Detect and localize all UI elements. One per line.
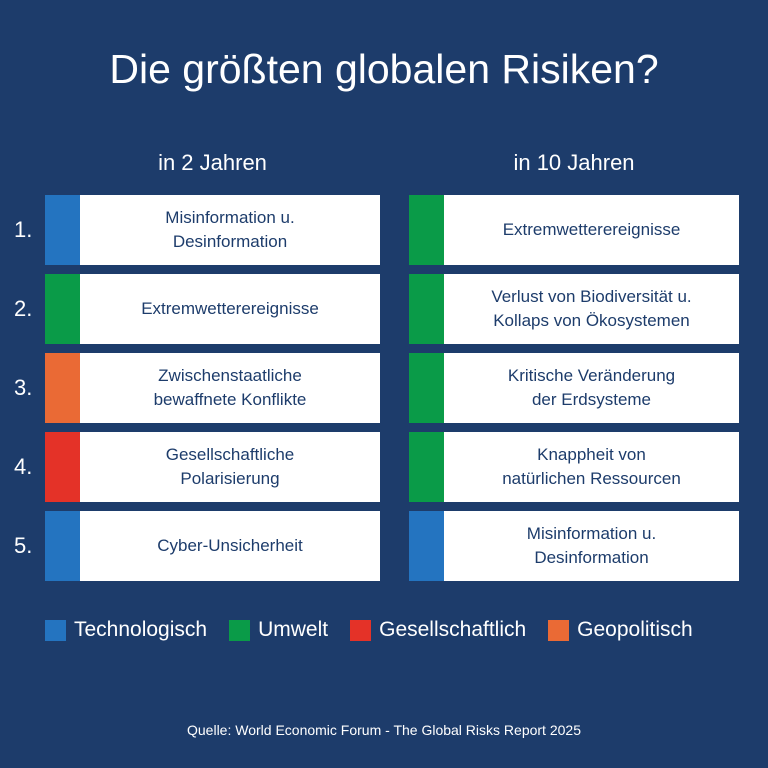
legend-swatch bbox=[350, 619, 372, 641]
legend-label: Technologisch bbox=[74, 618, 208, 641]
legend-label: Geopolitisch bbox=[577, 618, 693, 641]
risk-card: Misinformation u. Desinformation bbox=[45, 195, 380, 265]
risk-label: Gesellschaftliche Polarisierung bbox=[165, 445, 295, 488]
risk-card: Knappheit von natürlichen Ressourcen bbox=[409, 432, 739, 502]
risk-card: Misinformation u. Desinformation bbox=[409, 511, 739, 581]
risk-label: Misinformation u. Desinformation bbox=[165, 208, 295, 251]
rank-label: 2. bbox=[14, 296, 33, 321]
risk-label: Verlust von Biodiversität u. Kollaps von… bbox=[491, 287, 692, 330]
legend-item-gesellschaftlich: Gesellschaftlich bbox=[350, 618, 526, 642]
rank-label: 1. bbox=[14, 217, 33, 242]
risk-card: Gesellschaftliche Polarisierung bbox=[45, 432, 380, 502]
risk-label: Zwischenstaatliche bewaffnete Konflikte bbox=[153, 366, 307, 409]
risk-label: Kritische Veränderung der Erdsysteme bbox=[507, 366, 676, 409]
legend-label: Umwelt bbox=[258, 618, 329, 641]
category-swatch bbox=[45, 274, 80, 344]
category-swatch bbox=[45, 195, 80, 265]
category-swatch bbox=[409, 432, 444, 502]
page-title: Die größten globalen Risiken? bbox=[109, 46, 659, 92]
category-swatch bbox=[45, 353, 80, 423]
legend-swatch bbox=[45, 619, 66, 641]
legend-item-umwelt: Umwelt bbox=[229, 618, 328, 642]
risk-label: Extremwetterereignisse bbox=[141, 299, 319, 318]
column-heading-10-years: in 10 Jahren bbox=[513, 150, 635, 175]
rank-label: 4. bbox=[14, 454, 33, 479]
risk-card: Verlust von Biodiversität u. Kollaps von… bbox=[409, 274, 739, 344]
risk-card: Extremwetterereignisse bbox=[45, 274, 380, 344]
risk-card: Kritische Veränderung der Erdsysteme bbox=[409, 353, 739, 423]
source-note: Quelle: World Economic Forum - The Globa… bbox=[187, 722, 581, 738]
category-swatch bbox=[409, 353, 444, 423]
legend-swatch bbox=[229, 619, 251, 641]
legend-label: Gesellschaftlich bbox=[379, 618, 527, 641]
category-swatch bbox=[45, 511, 80, 581]
category-swatch bbox=[45, 432, 80, 502]
risk-label: Knappheit von natürlichen Ressourcen bbox=[502, 445, 681, 488]
category-swatch bbox=[409, 274, 444, 344]
column-heading-2-years: in 2 Jahren bbox=[158, 150, 267, 175]
category-swatch bbox=[409, 511, 444, 581]
rank-label: 3. bbox=[14, 375, 33, 400]
category-swatch bbox=[409, 195, 444, 265]
rank-label: 5. bbox=[14, 533, 33, 558]
legend-item-geopolitisch: Geopolitisch bbox=[548, 618, 693, 642]
legend-item-technologisch: Technologisch bbox=[45, 618, 207, 642]
risk-card: Extremwetterereignisse bbox=[409, 195, 739, 265]
risk-label: Cyber-Unsicherheit bbox=[157, 536, 303, 555]
risk-card: Cyber-Unsicherheit bbox=[45, 511, 380, 581]
risk-label: Misinformation u. Desinformation bbox=[526, 524, 657, 567]
legend-swatch bbox=[548, 619, 570, 641]
legend: Technologisch Umwelt Gesellschaftlich Ge… bbox=[45, 618, 745, 642]
risk-card: Zwischenstaatliche bewaffnete Konflikte bbox=[45, 353, 380, 423]
risk-label: Extremwetterereignisse bbox=[502, 220, 681, 239]
